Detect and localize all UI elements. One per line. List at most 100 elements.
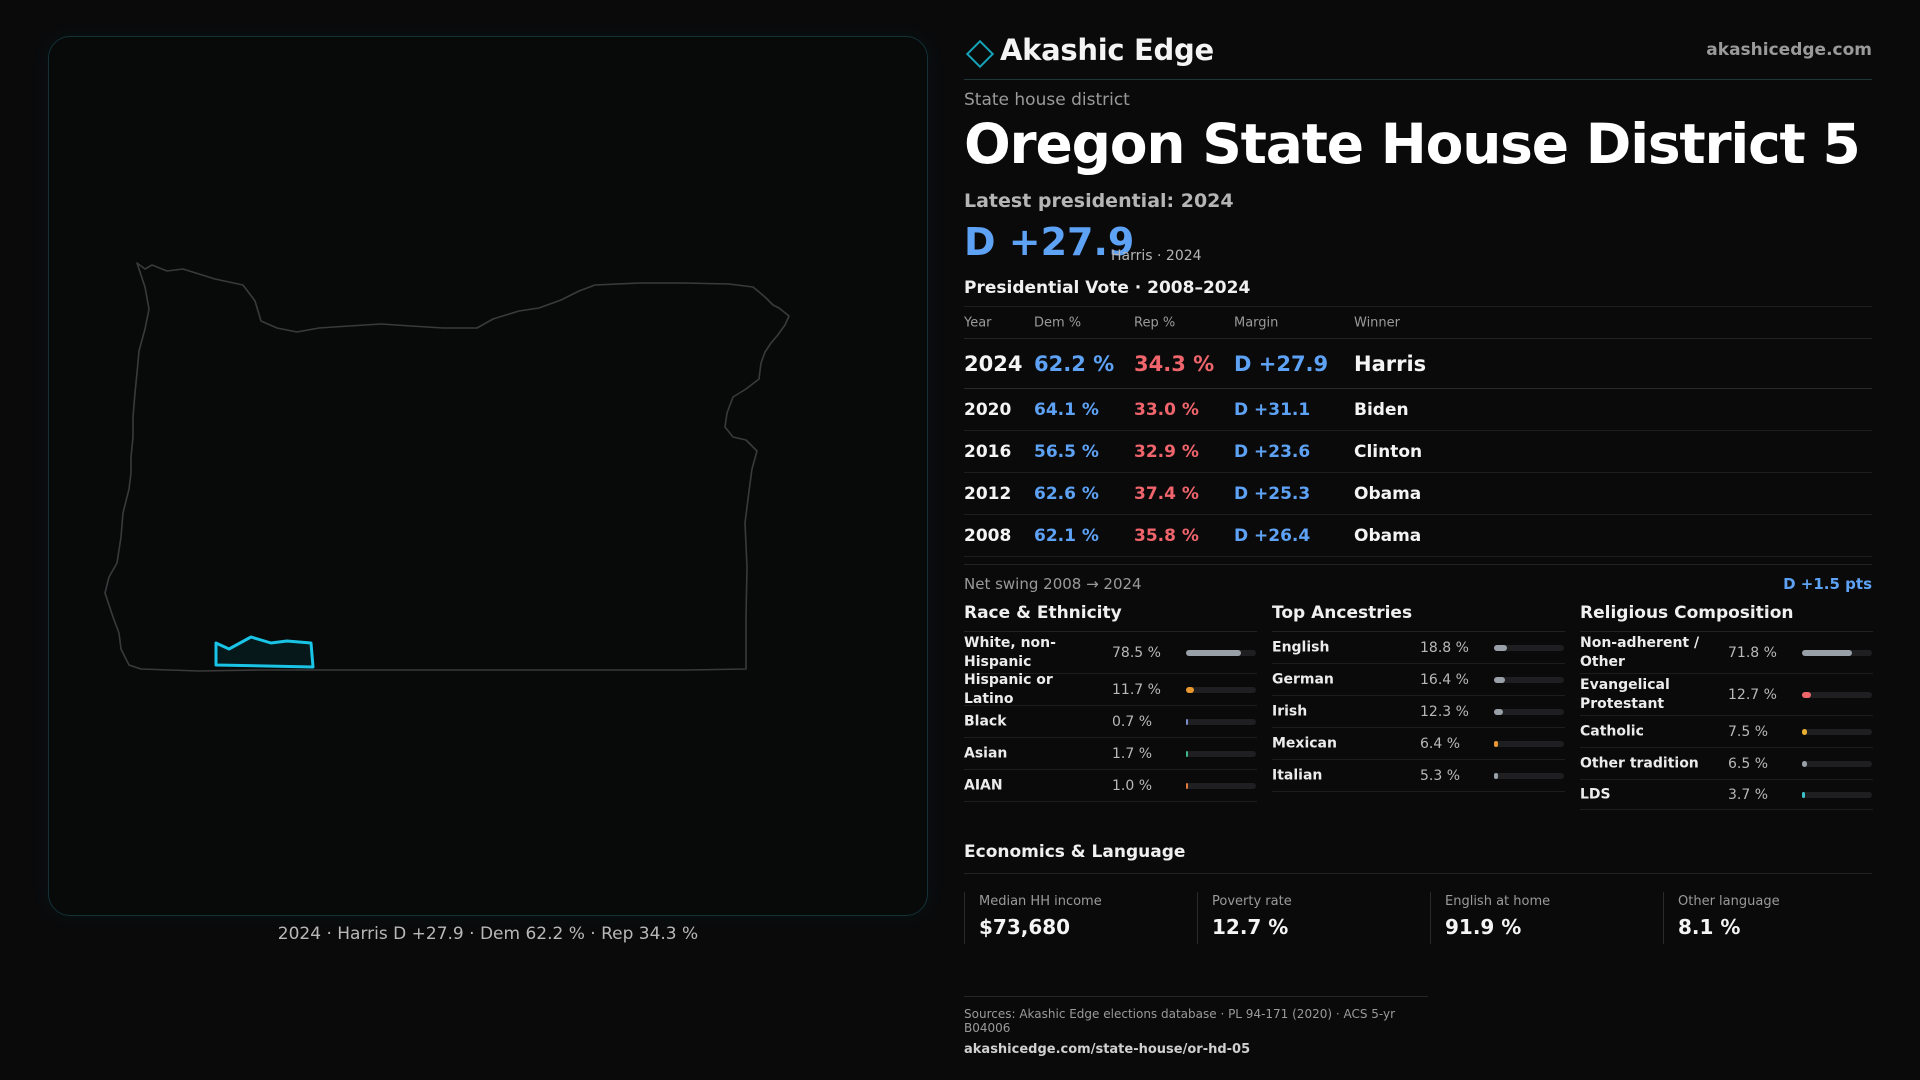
ancestry-section-title: Top Ancestries (1272, 600, 1565, 632)
bar-track (1494, 676, 1564, 683)
oregon-state-outline (104, 262, 790, 672)
item-label: Other tradition (1580, 755, 1699, 771)
margin-subtitle: Harris · 2024 (1111, 248, 1202, 264)
bar-fill (1802, 728, 1808, 735)
header-rep: Rep % (1134, 315, 1176, 330)
item-value: 18.8 % (1420, 639, 1469, 656)
item-value: 12.3 % (1420, 703, 1469, 720)
bar-track (1186, 750, 1256, 757)
bar-fill (1802, 760, 1807, 767)
map-caption: 2024 · Harris D +27.9 · Dem 62.2 % · Rep… (277, 924, 699, 944)
stat-value: 8.1 % (1678, 915, 1741, 939)
bar-fill (1186, 686, 1195, 693)
list-item: Asian 1.7 % (964, 738, 1257, 770)
stat-label: English at home (1445, 894, 1551, 909)
bar-fill (1494, 644, 1508, 651)
stat-label: Other language (1678, 894, 1780, 909)
list-item: AIAN 1.0 % (964, 770, 1257, 802)
header-year: Year (964, 315, 992, 330)
item-label: German (1272, 671, 1334, 687)
economics-section-title: Economics & Language (964, 842, 1872, 874)
net-swing-value: D +1.5 pts (1783, 575, 1872, 593)
table-row: 2020 64.1 % 33.0 % D +31.1 Biden (964, 389, 1872, 431)
item-value: 12.7 % (1728, 686, 1777, 703)
item-label: Black (964, 713, 1007, 729)
row-year: 2012 (964, 483, 1012, 504)
bar-fill (1186, 750, 1189, 757)
header-winner: Winner (1354, 315, 1401, 330)
item-label: AIAN (964, 777, 1003, 793)
bar-track (1186, 782, 1256, 789)
row-margin: D +23.6 (1234, 441, 1311, 462)
list-item: LDS 3.7 % (1580, 780, 1873, 810)
list-item: Evangelical Protestant 12.7 % (1580, 674, 1873, 716)
item-label: Mexican (1272, 735, 1337, 751)
list-item: Other tradition 6.5 % (1580, 748, 1873, 780)
bar-fill (1186, 718, 1189, 725)
item-value: 16.4 % (1420, 671, 1469, 688)
row-rep: 33.0 % (1134, 399, 1199, 420)
bar-track (1802, 649, 1872, 656)
row-margin: D +31.1 (1234, 399, 1311, 420)
religion-section-title: Religious Composition (1580, 600, 1873, 632)
row-year: 2008 (964, 525, 1012, 546)
item-value: 11.7 % (1112, 681, 1161, 698)
row-dem: 62.2 % (1034, 351, 1115, 376)
map-panel[interactable] (48, 36, 928, 916)
bar-fill (1186, 782, 1189, 789)
bar-fill (1186, 649, 1241, 656)
brand-url-link[interactable]: akashicedge.com (1706, 40, 1872, 60)
row-margin: D +25.3 (1234, 483, 1311, 504)
sources-text: Sources: Akashic Edge elections database… (964, 1007, 1396, 1035)
list-item: White, non-Hispanic 78.5 % (964, 632, 1257, 674)
item-value: 1.7 % (1112, 745, 1153, 762)
bar-fill (1802, 791, 1805, 798)
district-map[interactable] (49, 37, 929, 917)
bar-track (1186, 718, 1256, 725)
latest-presidential-label: Latest presidential: 2024 (964, 190, 1234, 212)
item-value: 1.0 % (1112, 777, 1153, 794)
bar-fill (1802, 691, 1811, 698)
row-rep: 37.4 % (1134, 483, 1199, 504)
list-item: Irish 12.3 % (1272, 696, 1565, 728)
bar-fill (1494, 676, 1506, 683)
row-margin: D +27.9 (1234, 351, 1329, 376)
row-dem: 64.1 % (1034, 399, 1099, 420)
vote-section-title: Presidential Vote · 2008–2024 (964, 278, 1251, 298)
bar-fill (1494, 708, 1503, 715)
bar-track (1494, 740, 1564, 747)
item-label: Catholic (1580, 723, 1644, 739)
net-swing-label: Net swing 2008 → 2024 (964, 575, 1142, 593)
district-type: State house district (964, 90, 1130, 110)
list-item: Catholic 7.5 % (1580, 716, 1873, 748)
page-url-link[interactable]: akashicedge.com/state-house/or-hd-05 (964, 1042, 1251, 1057)
item-value: 78.5 % (1112, 644, 1161, 661)
list-item: Non-adherent / Other 71.8 % (1580, 632, 1873, 674)
bar-track (1802, 691, 1872, 698)
stat-label: Poverty rate (1212, 894, 1292, 909)
item-value: 7.5 % (1728, 723, 1769, 740)
row-dem: 62.6 % (1034, 483, 1099, 504)
district-5-outline[interactable] (214, 635, 315, 669)
row-winner: Obama (1354, 525, 1422, 546)
header-margin: Margin (1234, 315, 1279, 330)
item-value: 6.4 % (1420, 735, 1461, 752)
row-winner: Biden (1354, 399, 1409, 420)
list-item: Hispanic or Latino 11.7 % (964, 672, 1257, 707)
item-value: 3.7 % (1728, 786, 1769, 803)
brand-name[interactable]: Akashic Edge (1000, 33, 1214, 67)
row-winner: Clinton (1354, 441, 1423, 462)
stat-card: Poverty rate 12.7 % (1197, 892, 1417, 944)
bar-fill (1802, 649, 1853, 656)
stat-card: English at home 91.9 % (1430, 892, 1650, 944)
bar-track (1186, 649, 1256, 656)
bar-track (1186, 686, 1256, 693)
row-year: 2024 (964, 351, 1023, 376)
header-dem: Dem % (1034, 315, 1082, 330)
list-item: German 16.4 % (1272, 664, 1565, 696)
list-item: Italian 5.3 % (1272, 760, 1565, 792)
stat-card: Other language 8.1 % (1663, 892, 1883, 944)
item-label: LDS (1580, 786, 1611, 802)
row-winner: Harris (1354, 351, 1427, 376)
bar-track (1802, 791, 1872, 798)
